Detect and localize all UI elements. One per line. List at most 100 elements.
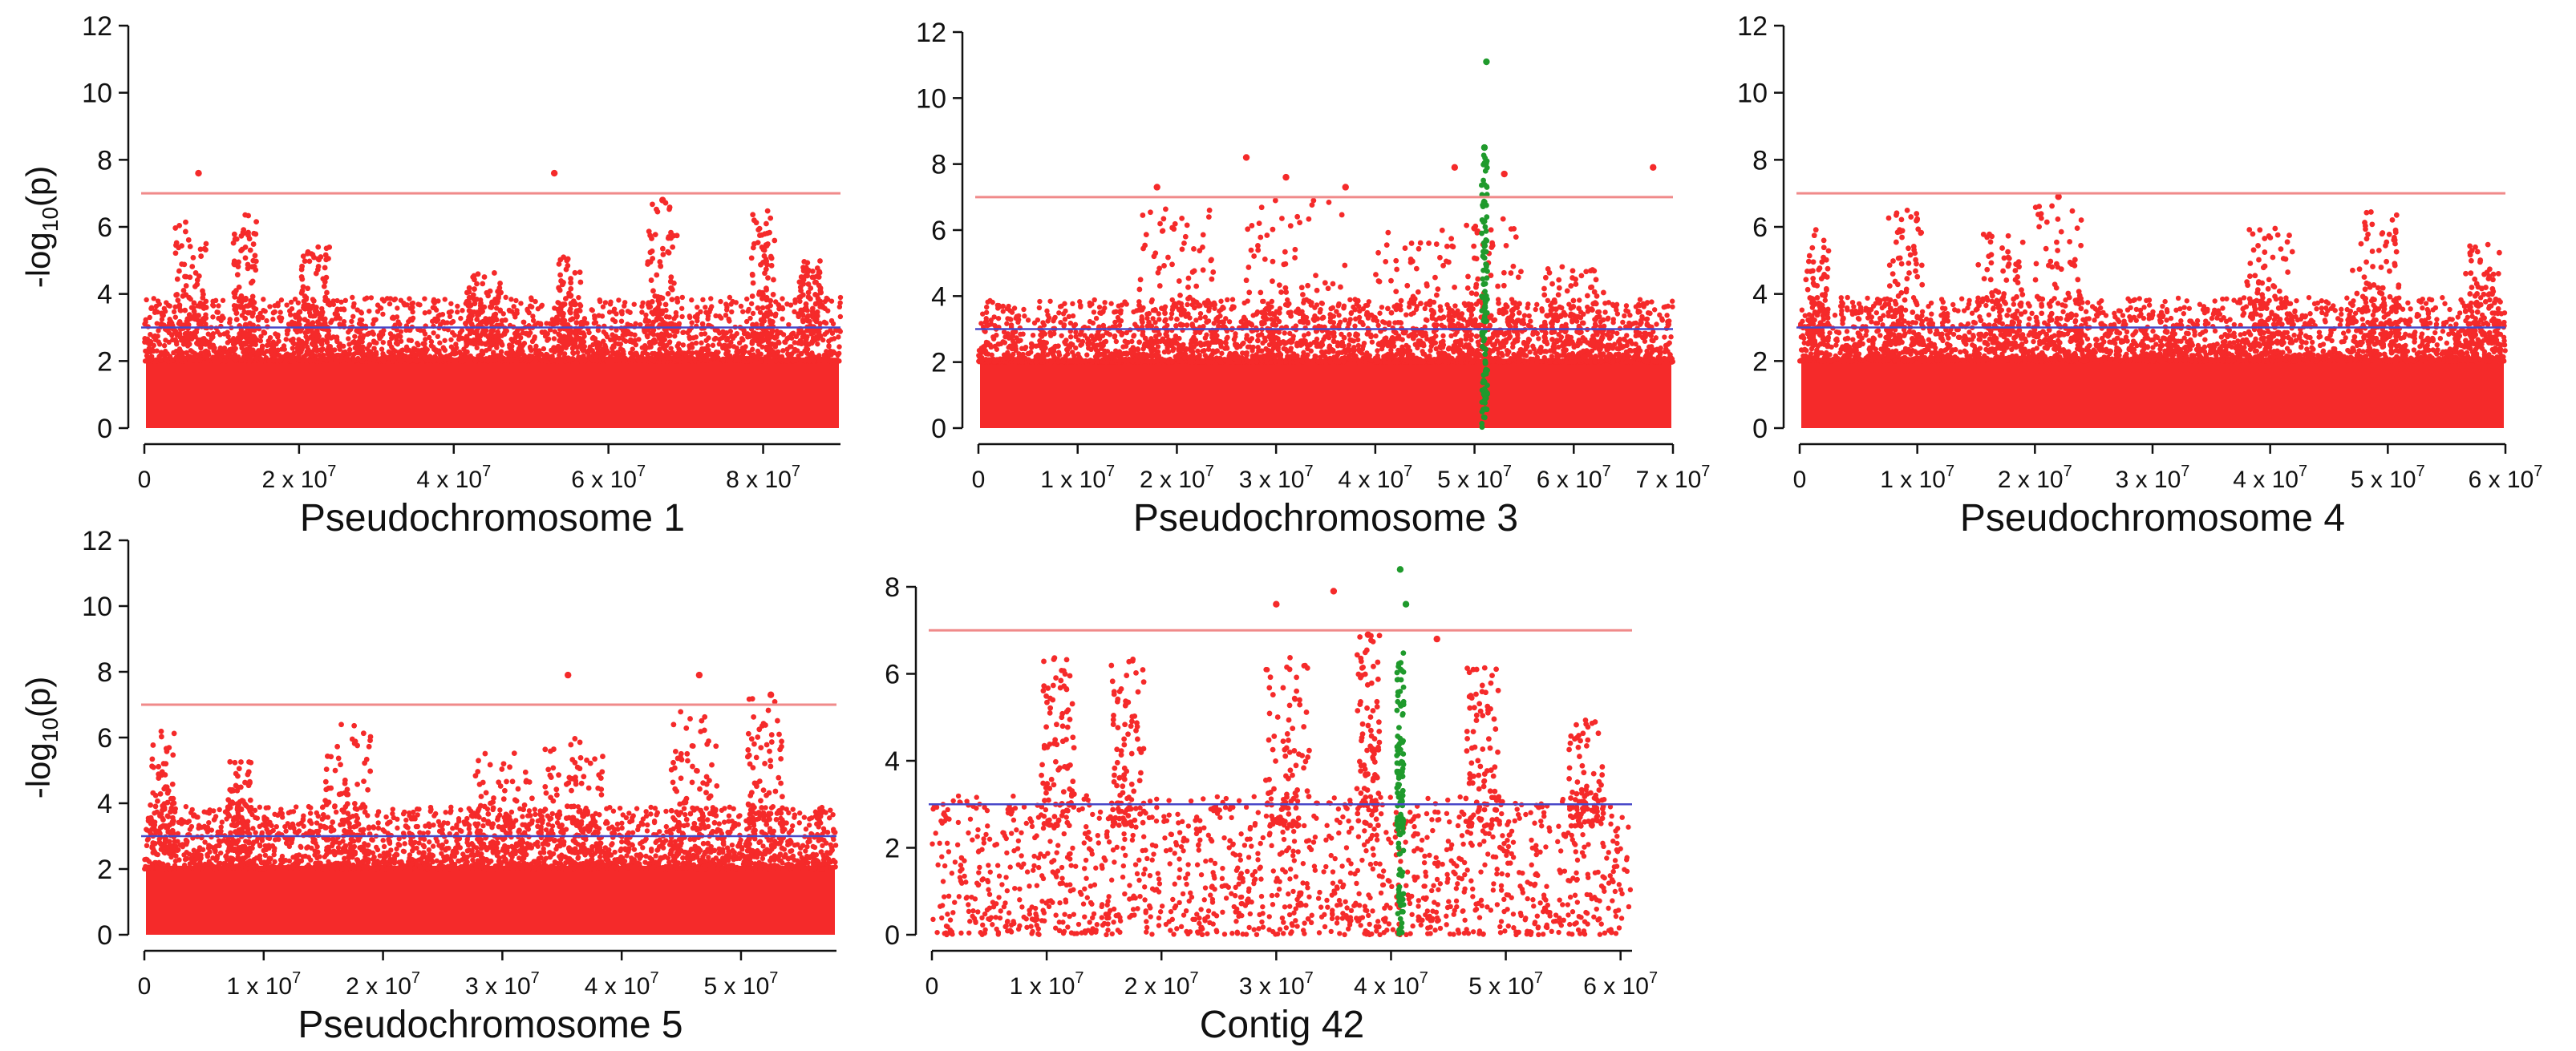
snp-point (521, 319, 527, 325)
snp-point (804, 265, 810, 272)
snp-point (1379, 305, 1385, 310)
snp-point (674, 296, 680, 301)
snp-point (507, 308, 512, 314)
snp-point (558, 278, 565, 284)
snp-point (268, 342, 273, 348)
snp-point (183, 283, 189, 289)
snp-point (989, 352, 994, 358)
snp-point (1662, 334, 1667, 340)
snp-point (670, 355, 676, 361)
snp-point (185, 334, 192, 341)
snp-point (528, 346, 533, 351)
snp-point (464, 349, 470, 355)
snp-point (488, 358, 494, 363)
snp-point (391, 347, 396, 353)
snp-point (809, 351, 815, 358)
snp-point (260, 314, 265, 321)
snp-point (723, 307, 730, 313)
snp-point (586, 347, 592, 354)
snp-point (1218, 298, 1224, 304)
snp-point (163, 350, 168, 357)
snp-point (758, 261, 763, 268)
snp-point (800, 318, 806, 325)
snp-point (284, 302, 290, 308)
snp-point (256, 317, 261, 323)
snp-point (1103, 338, 1109, 345)
snp-point (192, 270, 199, 276)
snp-point (250, 347, 256, 353)
snp-point (199, 302, 205, 308)
snp-point (601, 329, 607, 335)
snp-point (387, 301, 393, 307)
snp-point (699, 340, 704, 346)
snp-point (1305, 319, 1310, 325)
snp-point (394, 314, 400, 320)
snp-point (219, 313, 225, 319)
snp-point (354, 307, 360, 313)
snp-point (530, 317, 537, 323)
snp-point (703, 305, 708, 310)
snp-point (238, 232, 245, 239)
snp-point (828, 358, 834, 364)
snp-point (566, 329, 573, 335)
scatter-points (142, 169, 844, 428)
snp-point (278, 318, 284, 324)
snp-point (466, 308, 472, 313)
snp-point (338, 299, 344, 305)
snp-point (302, 317, 308, 323)
snp-point (817, 298, 824, 305)
snp-point (253, 355, 259, 361)
snp-point (702, 346, 707, 352)
snp-point (836, 304, 843, 310)
snp-point (209, 334, 216, 340)
snp-point (1131, 333, 1137, 338)
snp-point (539, 302, 545, 309)
snp-point (1369, 339, 1375, 345)
snp-point (573, 320, 580, 325)
snp-point (301, 298, 307, 305)
snp-point (533, 350, 540, 357)
snp-point (324, 339, 330, 346)
snp-point (1266, 342, 1273, 348)
snp-point (589, 307, 595, 313)
snp-point (1090, 320, 1096, 326)
snp-point (233, 288, 239, 293)
snp-point (387, 296, 394, 301)
snp-point (680, 329, 686, 336)
snp-point (407, 296, 412, 301)
snp-point (498, 289, 504, 296)
snp-point (797, 340, 804, 346)
snp-point (610, 332, 615, 338)
snp-point (1168, 315, 1174, 321)
snp-point (828, 298, 835, 304)
snp-point (204, 354, 210, 360)
top-hit-point (550, 169, 558, 177)
snp-point (346, 336, 351, 342)
snp-point (152, 309, 158, 315)
snp-point (278, 297, 285, 303)
snp-point (824, 349, 829, 354)
snp-point (516, 350, 521, 356)
snp-point (234, 272, 241, 278)
snp-point (1078, 342, 1083, 348)
snp-point (503, 294, 508, 301)
snp-point (800, 281, 807, 287)
snp-point (593, 354, 599, 360)
snp-point (1642, 338, 1648, 344)
snp-point (248, 301, 254, 308)
snp-point (693, 340, 699, 346)
snp-point (661, 358, 666, 364)
snp-point (718, 298, 723, 305)
snp-point (375, 302, 381, 308)
snp-point (1178, 312, 1185, 317)
snp-point (394, 337, 399, 342)
snp-point (1657, 312, 1663, 318)
snp-point (759, 321, 765, 327)
x-tick-label: 6 x 107 (571, 463, 646, 493)
snp-point (326, 350, 333, 357)
snp-point (367, 308, 372, 314)
snp-point (751, 241, 757, 247)
snp-point (238, 303, 245, 309)
snp-point (1342, 317, 1348, 323)
snp-point (352, 333, 358, 339)
